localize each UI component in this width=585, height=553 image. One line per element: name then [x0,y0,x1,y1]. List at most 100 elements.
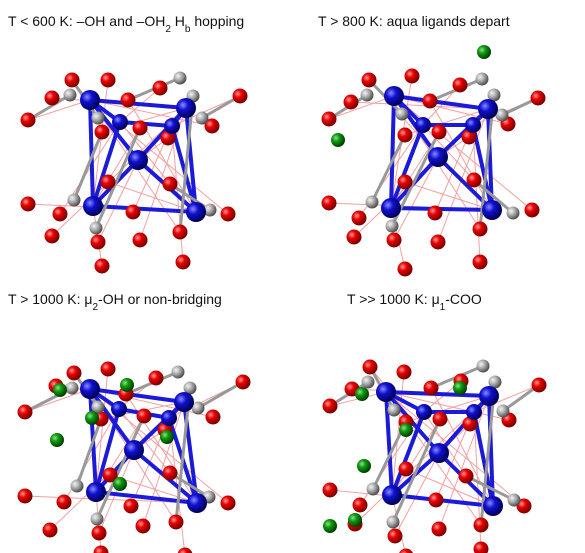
metal-atom [466,404,482,420]
carbon-atom [171,365,185,379]
oxygen-atom [466,172,482,188]
thin-bond [92,127,141,207]
metal-atom [429,443,449,463]
molecule [321,45,546,277]
oxygen-atom [162,176,178,192]
oxygen-atom [462,416,478,432]
thin-bond [437,108,489,243]
thin-bond [391,494,406,553]
c-o-bond [169,471,210,499]
carbon-atom [65,381,79,395]
oxygen-atom [64,72,80,88]
oxygen-atom [168,514,184,530]
metal-atom [382,485,402,505]
metal-atom [164,118,180,134]
thin-bond [393,95,533,211]
oxygen-atom [321,195,337,211]
metal-bond [184,107,198,213]
carbon-atom [361,375,375,389]
metal-atom [187,493,207,513]
metal-atom [416,404,432,420]
metal-atom [381,198,401,218]
thin-bond [422,124,475,181]
oxygen-atom [343,94,359,110]
oxygen-atom [93,545,109,553]
carbon-atom [67,193,81,207]
carbon-atom [496,404,510,418]
carbon-atom [90,512,104,526]
oxygen-atom [397,174,413,190]
oxygen-atom [125,204,141,220]
carbon-atom [91,111,105,125]
thin-bond [429,100,493,211]
hydrogen-atom [113,477,127,491]
oxygen-atom [399,548,413,553]
title-text: T > 800 K: aqua ligands depart [318,13,510,29]
metal-atom [161,410,177,426]
subscript: 1 [440,302,446,313]
metal-atom [176,98,196,118]
metal-bond [95,490,198,505]
oxygen-atom [205,409,221,425]
oxygen-atom [123,498,139,514]
oxygen-atom [530,90,546,106]
oxygen-atom [135,518,151,534]
oxygen-atom [458,468,474,484]
carbon-atom [476,359,490,373]
title-text: -OH or non-bridging [98,291,222,307]
oxygen-atom [177,547,193,553]
carbon-atom [488,375,502,389]
carbon-atom [203,203,217,217]
carbon-atom [173,71,187,85]
c-o-bond [178,95,195,233]
metal-bond [389,95,396,209]
molecules [17,45,547,553]
hydrogen-atom [160,430,174,444]
oxygen-atom [132,232,148,248]
hydrogen-atom [85,411,99,425]
metal-bond [389,124,425,209]
oxygen-atom [42,522,58,538]
thin-bond [385,391,525,507]
c-o-bond [391,418,442,523]
metal-atom [482,200,502,220]
oxygen-atom [136,408,152,424]
title-text: -COO [445,291,482,307]
oxygen-atom [204,118,220,134]
carbon-atom [385,219,399,233]
oxygen-atom [44,228,60,244]
carbon-atom [360,88,374,102]
metal-atom [174,392,194,412]
thin-bond [24,388,91,413]
oxygen-atom [321,111,337,127]
hydrogen-atom [50,433,64,447]
hydrogen-atom [355,387,369,401]
thin-bond [98,449,135,534]
panel-title: T >> 1000 K: μ1-COO [347,291,482,313]
panel-title: T > 800 K: aqua ligands depart [318,13,510,29]
metal-atom [465,117,481,133]
metal-bond [88,387,136,452]
oxygen-atom [473,517,489,533]
carbon-atom [91,400,105,414]
oxygen-atom [100,361,116,377]
oxygen-atom [396,364,412,380]
metal-atom [124,440,144,460]
carbon-atom [183,381,197,395]
c-o-bond [465,474,515,502]
oxygen-atom [90,234,106,250]
oxygen-atom [102,467,118,483]
metal-atom [80,379,100,399]
oxygen-atom [220,495,236,511]
thin-bond [394,452,440,537]
oxygen-atom [398,461,414,477]
oxygen-atom [100,72,116,88]
oxygen-atom [94,258,110,274]
metal-atom [376,382,396,402]
title-text: H [171,13,185,29]
oxygen-atom [351,210,367,226]
c-o-bond [197,380,244,410]
oxygen-atom [132,120,148,136]
panel-title: T > 1000 K: μ2-OH or non-bridging [8,291,222,313]
metal-atom [384,86,404,106]
